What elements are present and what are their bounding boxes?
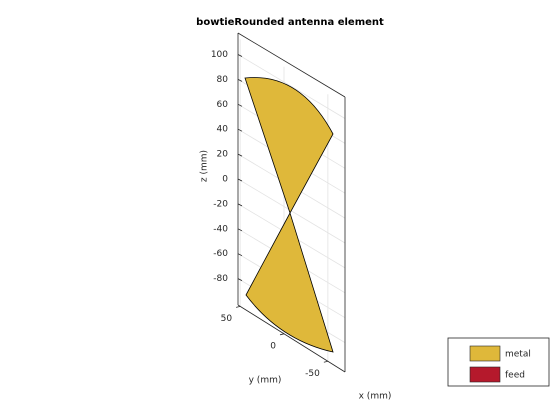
z-tick-label: 40 <box>217 125 229 135</box>
z-tick <box>237 128 243 132</box>
y-axis <box>237 304 346 373</box>
antenna-arm <box>244 77 334 214</box>
antenna-arm <box>245 211 334 353</box>
z-tick-label: 100 <box>211 50 228 60</box>
legend-label: metal <box>505 350 531 360</box>
z-tick <box>237 103 243 107</box>
z-tick <box>237 153 243 157</box>
legend-swatch <box>469 345 501 362</box>
z-tick-label: -80 <box>213 274 228 284</box>
legend-label: feed <box>505 371 525 381</box>
x-axis-label: x (mm) <box>359 392 392 402</box>
y-tick-label: -50 <box>305 369 320 379</box>
grid-line <box>237 54 346 119</box>
y-tick <box>279 333 285 336</box>
z-tick <box>237 178 243 182</box>
y-tick <box>236 305 241 308</box>
legend-swatch <box>469 366 501 383</box>
z-tick <box>237 278 243 281</box>
z-tick <box>237 54 243 57</box>
y-tick-label: 50 <box>221 314 233 324</box>
legend-items: metal feed <box>469 345 531 383</box>
z-tick-label: 60 <box>217 100 229 110</box>
z-tick <box>237 203 243 207</box>
z-tick-label: 20 <box>217 150 229 160</box>
z-tick <box>237 79 243 82</box>
z-tick <box>237 228 243 232</box>
z-tick-label: -60 <box>213 249 228 259</box>
z-tick-label: -20 <box>213 199 228 209</box>
y-tick <box>323 360 328 363</box>
y-axis-label: y (mm) <box>249 376 282 386</box>
z-tick-label: 0 <box>222 175 228 185</box>
z-tick <box>237 253 243 257</box>
z-tick-label: 80 <box>217 75 229 85</box>
chart-title: bowtieRounded antenna element <box>196 17 384 28</box>
y-tick-label: 0 <box>270 341 276 351</box>
z-axis-label: z (mm) <box>200 150 210 182</box>
box-edge <box>237 32 346 98</box>
z-tick-label: -40 <box>213 224 228 234</box>
